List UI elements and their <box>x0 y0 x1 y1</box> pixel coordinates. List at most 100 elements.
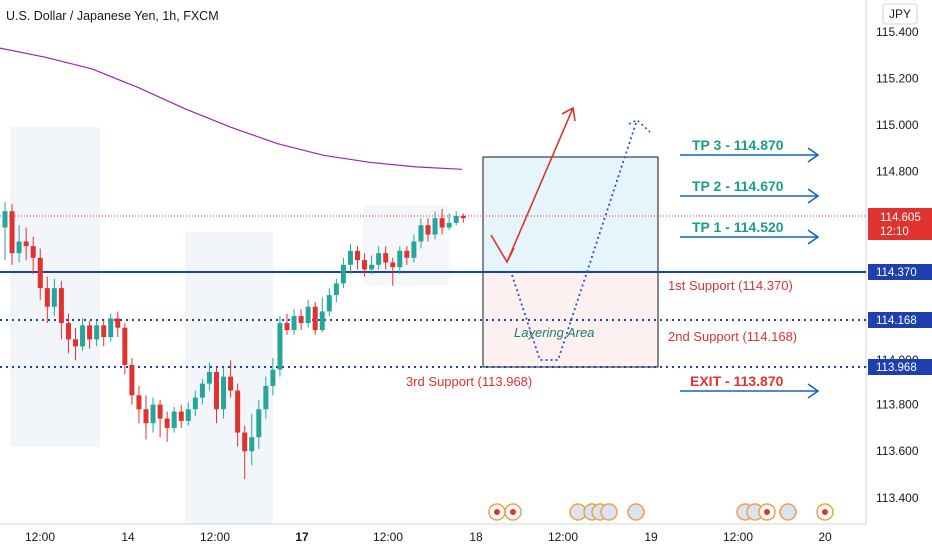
price-tick: 114.800 <box>876 165 919 179</box>
candle-body[interactable] <box>242 432 248 452</box>
candle-body[interactable] <box>439 218 445 228</box>
candle-body[interactable] <box>333 283 339 296</box>
candle-body[interactable] <box>16 241 22 254</box>
candle-body[interactable] <box>87 325 93 340</box>
candle-body[interactable] <box>9 211 15 254</box>
candle-body[interactable] <box>390 262 396 268</box>
scenario-down-arrowhead <box>490 234 515 264</box>
candle-body[interactable] <box>108 318 114 338</box>
candle-body[interactable] <box>453 215 459 223</box>
candle-body[interactable] <box>404 250 410 258</box>
candle-body[interactable] <box>30 246 36 258</box>
candle-body[interactable] <box>37 257 43 289</box>
time-tick: 12:00 <box>25 530 55 544</box>
time-tick: 12:00 <box>373 530 403 544</box>
time-axis[interactable]: 12:00 14 12:00 17 12:00 18 12:00 19 12:00 20 <box>25 530 832 544</box>
candle-body[interactable] <box>319 311 325 331</box>
candle-body[interactable] <box>65 323 71 340</box>
event-icons[interactable] <box>488 503 834 521</box>
candle-body[interactable] <box>411 241 417 258</box>
candle-body[interactable] <box>192 397 198 410</box>
candle-body[interactable] <box>460 215 466 219</box>
us-flag-icon <box>600 503 618 521</box>
candle-body[interactable] <box>214 371 219 410</box>
candle-body[interactable] <box>305 306 311 324</box>
price-tick: 113.600 <box>876 444 919 458</box>
current-price-label-box <box>868 208 932 240</box>
time-tick: 12:00 <box>548 530 578 544</box>
candle-body[interactable] <box>185 409 191 421</box>
candle-body[interactable] <box>221 376 227 410</box>
candle-body[interactable] <box>326 295 332 312</box>
candle-body[interactable] <box>298 316 304 324</box>
candle-body[interactable] <box>347 250 353 265</box>
candle-body[interactable] <box>312 306 318 331</box>
candle-body[interactable] <box>171 411 177 428</box>
candle-body[interactable] <box>44 288 50 307</box>
price-tick: 115.400 <box>876 25 919 39</box>
candle-body[interactable] <box>263 385 269 410</box>
moving-average-line <box>0 47 463 170</box>
session-shade-1 <box>10 127 100 447</box>
candle-body[interactable] <box>73 339 78 347</box>
candle-body[interactable] <box>101 325 107 338</box>
candle-body[interactable] <box>129 364 135 396</box>
candle-body[interactable] <box>23 241 29 247</box>
price-tick: 113.400 <box>876 491 919 505</box>
candle-body[interactable] <box>249 437 255 452</box>
time-tick: 17 <box>295 530 309 544</box>
tp1-label: TP 1 - 114.520 <box>692 219 784 235</box>
candle-body[interactable] <box>122 327 128 365</box>
currency-badge-box[interactable] <box>882 3 918 25</box>
price-axis[interactable]: 115.400 115.200 115.000 114.800 113.800 113.6… <box>876 25 919 505</box>
time-tick: 14 <box>121 530 135 544</box>
candle-body[interactable] <box>284 323 290 331</box>
candle-body[interactable] <box>178 411 184 421</box>
candle-body[interactable] <box>418 225 424 242</box>
support-1-price: 114.370 <box>876 267 917 279</box>
candle-body[interactable] <box>164 418 170 428</box>
candle-body[interactable] <box>432 218 438 235</box>
currency-badge[interactable]: JPY <box>889 7 911 21</box>
support-3-price: 113.968 <box>876 362 917 374</box>
candle-body[interactable] <box>235 390 241 433</box>
candle-body[interactable] <box>383 253 389 263</box>
candle-body[interactable] <box>369 264 375 270</box>
candle-body[interactable] <box>425 225 431 235</box>
time-tick: 12:00 <box>200 530 230 544</box>
time-tick: 12:00 <box>723 530 753 544</box>
tp2-label: TP 2 - 114.670 <box>692 178 784 194</box>
candle-body[interactable] <box>256 409 262 438</box>
candle-body[interactable] <box>51 288 57 307</box>
candle-body[interactable] <box>340 264 346 284</box>
candle-body[interactable] <box>376 253 382 265</box>
candle-body[interactable] <box>150 404 156 424</box>
us-flag-icon <box>627 503 645 521</box>
tp-arrows <box>680 147 820 399</box>
candle-body[interactable] <box>397 250 403 268</box>
candle-body[interactable] <box>94 325 100 340</box>
time-tick: 18 <box>469 530 483 544</box>
candle-body[interactable] <box>270 369 276 386</box>
candle-body[interactable] <box>355 250 360 261</box>
candle-body[interactable] <box>206 371 212 384</box>
price-tick: 115.200 <box>876 71 919 85</box>
candle-body[interactable] <box>136 395 142 410</box>
candle-body[interactable] <box>115 318 121 328</box>
candle-body[interactable] <box>2 211 8 228</box>
support-3-price-box <box>868 359 932 375</box>
candle-body[interactable] <box>58 288 64 324</box>
candle-body[interactable] <box>157 404 163 419</box>
candle-body[interactable] <box>80 325 86 347</box>
candle-body[interactable] <box>291 316 297 331</box>
candle-body[interactable] <box>143 409 149 424</box>
candle-body[interactable] <box>199 383 205 398</box>
candle-body[interactable] <box>228 376 234 391</box>
candle-body[interactable] <box>446 222 452 228</box>
candle-body[interactable] <box>277 323 283 370</box>
candle-body[interactable] <box>362 260 368 270</box>
candles <box>2 201 466 480</box>
support-3-label: 3rd Support (113.968) <box>406 374 532 389</box>
support-2-label: 2nd Support (114.168) <box>668 329 797 344</box>
